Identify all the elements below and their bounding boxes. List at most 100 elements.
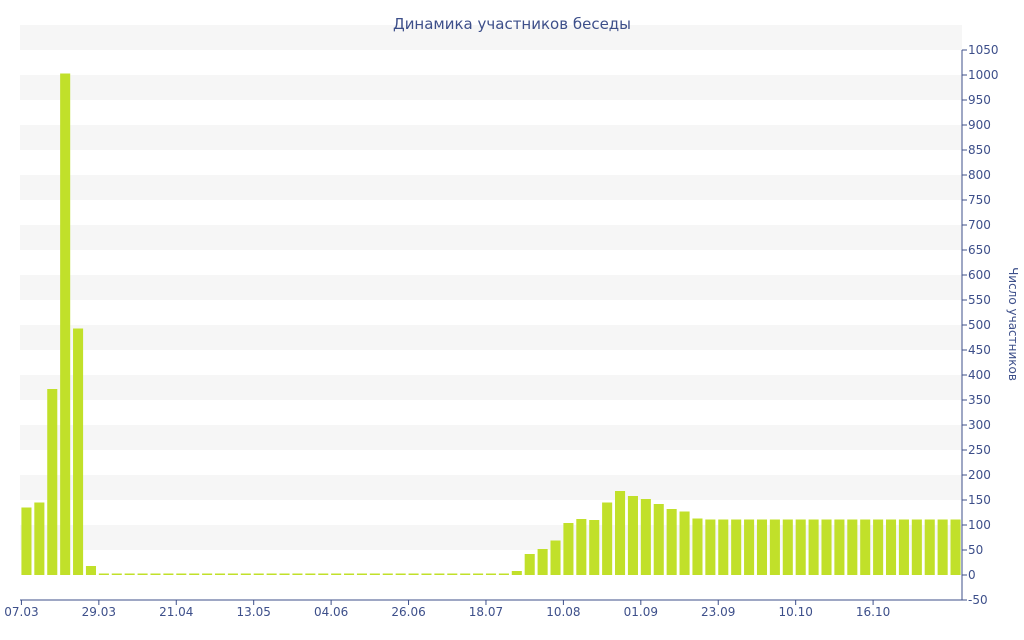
y-tick-label: 550 (968, 293, 991, 307)
bar (163, 573, 174, 575)
bar (808, 519, 819, 575)
bar (369, 573, 380, 575)
bar (666, 509, 677, 575)
y-tick-label: 850 (968, 143, 991, 157)
grid-band (20, 525, 962, 550)
bar (305, 573, 316, 575)
bar (692, 518, 703, 575)
y-tick-label: 700 (968, 218, 991, 232)
grid-band (20, 275, 962, 300)
bar (782, 519, 793, 575)
y-tick-label: 0 (968, 568, 976, 582)
bar (60, 73, 71, 575)
bar (240, 573, 251, 575)
y-tick-label: 600 (968, 268, 991, 282)
bar (615, 491, 626, 575)
y-axis: -50 0 50 100 150 200 250 300 350 400 450 500 550 600 6… (961, 43, 999, 607)
y-tick-label: 1050 (968, 43, 999, 57)
x-tick-label: 10.08 (546, 605, 580, 619)
x-tick-label: 26.06 (391, 605, 425, 619)
bar (576, 519, 587, 575)
bar (382, 573, 393, 575)
bar (356, 573, 367, 575)
grid-band (20, 225, 962, 250)
bar (176, 573, 187, 575)
bar (253, 573, 264, 575)
y-tick-label: 400 (968, 368, 991, 382)
bar (898, 519, 909, 575)
bar (924, 519, 935, 575)
bar (473, 573, 484, 575)
bar (21, 507, 32, 575)
bar (911, 519, 922, 575)
bar (408, 573, 419, 575)
grid-band (20, 25, 962, 50)
chart-title: Динамика участников беседы (393, 15, 631, 33)
bar (744, 519, 755, 575)
bar (834, 519, 845, 575)
grid-band (20, 125, 962, 150)
x-tick-label: 13.05 (237, 605, 271, 619)
bar (640, 499, 651, 575)
grid-band (20, 475, 962, 500)
bar (537, 549, 548, 575)
bar (589, 520, 600, 575)
bar (395, 573, 406, 575)
bar (485, 573, 497, 575)
grid-bands (20, 25, 962, 550)
y-tick-label: 1000 (968, 68, 999, 82)
y-tick-label: 250 (968, 443, 991, 457)
y-axis-title: Число участников (1006, 267, 1020, 381)
bar (434, 573, 445, 575)
bar (950, 519, 961, 575)
bar (937, 519, 948, 575)
bar (524, 554, 535, 575)
bar (718, 519, 729, 575)
bar (279, 573, 290, 575)
y-tick-label: 100 (968, 518, 991, 532)
bar (795, 519, 806, 575)
bar-series (21, 73, 961, 575)
x-tick-label: 18.07 (469, 605, 503, 619)
bar (111, 573, 122, 575)
x-tick-label: 04.06 (314, 605, 348, 619)
y-tick-label: 350 (968, 393, 991, 407)
bar (73, 328, 84, 575)
bar (860, 519, 871, 575)
bar (137, 573, 148, 575)
grid-band (20, 75, 962, 100)
bar (498, 573, 509, 575)
x-tick-label: 23.09 (701, 605, 735, 619)
bar (653, 504, 664, 575)
bar (202, 573, 213, 575)
bar (550, 540, 561, 575)
bar (421, 573, 432, 575)
y-tick-label: 200 (968, 468, 991, 482)
y-tick-label: 150 (968, 493, 991, 507)
bar (885, 519, 897, 575)
bar (98, 573, 109, 575)
y-tick-label: 50 (968, 543, 983, 557)
grid-band (20, 175, 962, 200)
y-tick-label: 950 (968, 93, 991, 107)
bar (873, 519, 884, 575)
bar (214, 573, 226, 575)
x-tick-label: 16.10 (856, 605, 890, 619)
bar (85, 566, 97, 575)
x-tick-label: 21.04 (159, 605, 193, 619)
bar (769, 519, 780, 575)
bar (331, 573, 342, 575)
bar (34, 502, 45, 575)
y-tick-label: 500 (968, 318, 991, 332)
bar (756, 519, 768, 575)
bar (563, 523, 574, 575)
bar (821, 519, 832, 575)
grid-band (20, 425, 962, 450)
y-tick-label: 900 (968, 118, 991, 132)
bar (189, 573, 200, 575)
x-tick-label: 07.03 (4, 605, 38, 619)
bar (679, 511, 690, 575)
y-tick-label: 300 (968, 418, 991, 432)
y-tick-label: -50 (968, 593, 988, 607)
